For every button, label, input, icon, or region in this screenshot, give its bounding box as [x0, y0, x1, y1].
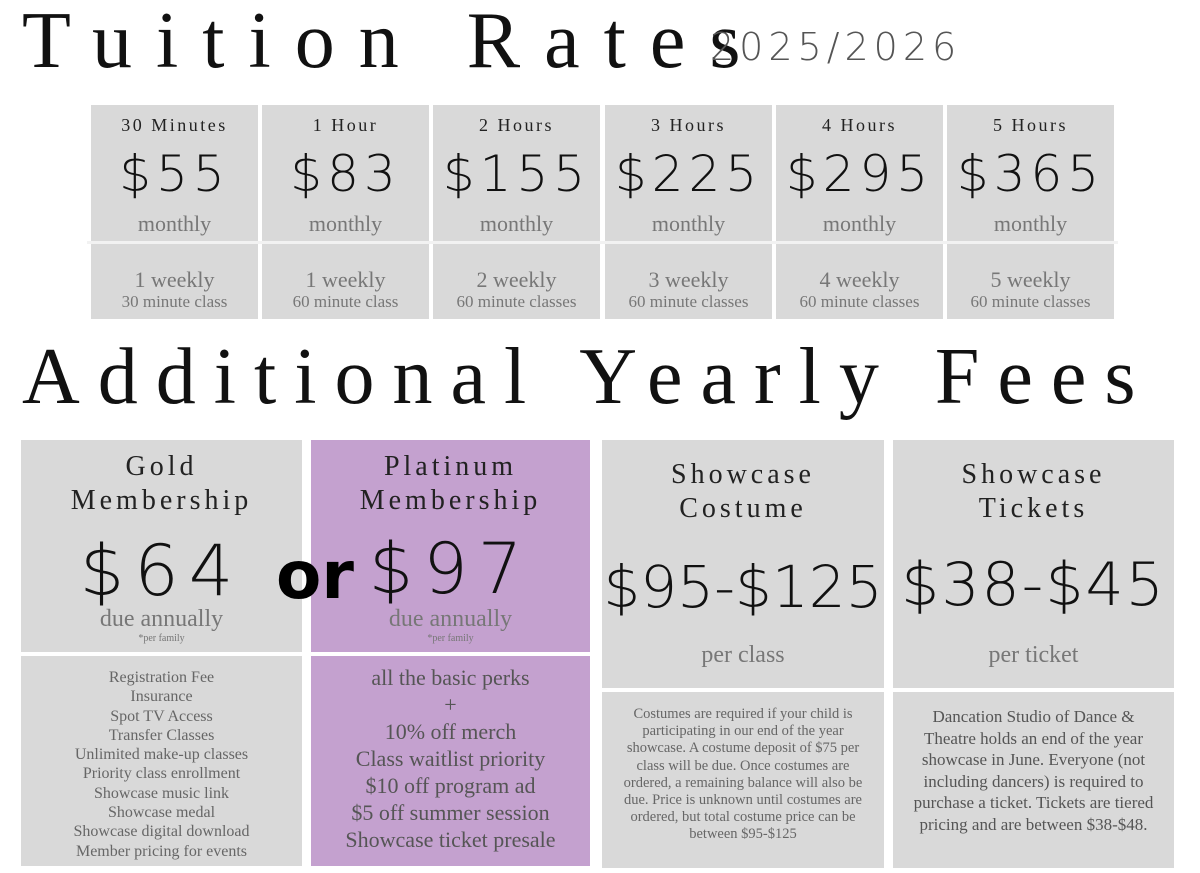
rate-frequency: monthly [308, 211, 383, 236]
rate-duration: 1 Hour [312, 115, 379, 135]
platinum-price: $97 [368, 528, 533, 610]
rate-class-length: 60 minute classes [628, 292, 749, 311]
tuition-title: Tuition Rates [22, 0, 765, 85]
fees-title: Additional Yearly Fees [22, 333, 1154, 421]
tickets-card: Showcase Tickets $38-$45 per ticket [893, 440, 1174, 688]
costume-description: Costumes are required if your child is p… [623, 706, 863, 843]
perk-item: Showcase ticket presale [345, 827, 556, 852]
tickets-details-card: Dancation Studio of Dance & Theatre hold… [893, 692, 1174, 868]
rate-price: $155 [442, 145, 591, 203]
rate-price: $225 [614, 145, 763, 203]
perk-item: $5 off summer session [351, 800, 550, 825]
rate-weekly: 1 weekly [305, 267, 386, 292]
gold-title-line1: Gold [125, 451, 198, 482]
perk-item: Insurance [130, 688, 193, 706]
platinum-due: due annually [388, 606, 513, 632]
perk-item: Showcase medal [107, 804, 216, 822]
rate-frequency: monthly [651, 211, 726, 236]
gold-due: due annually [99, 606, 224, 632]
gold-note: *per family [138, 633, 185, 644]
perk-item: 10% off merch [384, 719, 517, 744]
perk-item: Showcase digital download [73, 823, 250, 841]
rate-divider [943, 241, 1118, 244]
gold-price: $64 [79, 530, 244, 612]
rate-weekly: 1 weekly [134, 267, 215, 292]
platinum-perks-list: all the basic perks + 10% off merch Clas… [311, 664, 590, 853]
rate-duration: 30 Minutes [121, 115, 228, 135]
rate-weekly: 4 weekly [819, 267, 900, 292]
rate-class-length: 60 minute classes [456, 292, 577, 311]
perk-item: Class waitlist priority [355, 746, 546, 771]
rate-class-length: 30 minute class [121, 292, 228, 311]
costume-card: Showcase Costume $95-$125 per class [602, 440, 884, 688]
perk-item: Showcase music link [93, 784, 230, 802]
gold-membership-card: Gold Membership $64 due annually *per fa… [21, 440, 302, 652]
rate-divider [258, 241, 433, 244]
tickets-price: $38-$45 [901, 550, 1166, 620]
rate-frequency: monthly [993, 211, 1068, 236]
rate-card: 5 Hours $365 monthly 5 weekly 60 minute … [943, 105, 1118, 319]
rate-price: $83 [290, 145, 401, 203]
perk-item: Transfer Classes [108, 726, 215, 744]
rate-divider [772, 241, 947, 244]
platinum-perks-card: all the basic perks + 10% off merch Clas… [311, 656, 590, 866]
school-year: 2025/2026 [710, 25, 962, 69]
gold-title-line2: Membership [70, 485, 253, 516]
rate-duration: 4 Hours [822, 115, 897, 135]
rate-divider [87, 241, 262, 244]
tickets-title-line1: Showcase [961, 459, 1106, 490]
rate-duration: 3 Hours [651, 115, 726, 135]
rate-price: $55 [119, 145, 230, 203]
tickets-unit: per ticket [988, 642, 1079, 668]
tickets-title-line2: Tickets [978, 493, 1089, 524]
platinum-membership-card: Platinum Membership $97 due annually *pe… [311, 440, 590, 652]
rate-card: 1 Hour $83 monthly 1 weekly 60 minute cl… [258, 105, 433, 319]
perk-item: Priority class enrollment [82, 765, 241, 783]
perk-item: Member pricing for events [75, 842, 248, 860]
rate-divider [601, 241, 776, 244]
rate-weekly: 2 weekly [476, 267, 557, 292]
gold-perks-card: Registration Fee Insurance Spot TV Acces… [21, 656, 302, 866]
perk-item: all the basic perks [371, 665, 530, 690]
costume-unit: per class [701, 642, 785, 668]
rate-class-length: 60 minute classes [970, 292, 1091, 311]
or-connector: or [276, 537, 354, 614]
rate-duration: 2 Hours [479, 115, 554, 135]
costume-price: $95-$125 [603, 553, 883, 621]
perk-item: + [444, 692, 457, 717]
rate-weekly: 5 weekly [990, 267, 1071, 292]
rate-divider [429, 241, 604, 244]
perk-item: $10 off program ad [365, 773, 536, 798]
rate-weekly: 3 weekly [648, 267, 729, 292]
platinum-title-line1: Platinum [383, 451, 518, 482]
rate-card: 3 Hours $225 monthly 3 weekly 60 minute … [601, 105, 776, 319]
tickets-description: Dancation Studio of Dance & Theatre hold… [913, 707, 1154, 834]
platinum-note: *per family [427, 633, 474, 644]
rate-card: 2 Hours $155 monthly 2 weekly 60 minute … [429, 105, 604, 319]
rate-class-length: 60 minute class [292, 292, 399, 311]
rate-price: $295 [785, 145, 934, 203]
costume-title-line2: Costume [679, 493, 807, 524]
perk-item: Registration Fee [108, 669, 215, 686]
costume-details-card: Costumes are required if your child is p… [602, 692, 884, 868]
rate-card: 4 Hours $295 monthly 4 weekly 60 minute … [772, 105, 947, 319]
rate-class-length: 60 minute classes [799, 292, 920, 311]
perk-item: Spot TV Access [110, 707, 213, 725]
rate-frequency: monthly [137, 211, 212, 236]
costume-title-line1: Showcase [671, 459, 815, 490]
gold-perks-list: Registration Fee Insurance Spot TV Acces… [21, 668, 302, 861]
rate-duration: 5 Hours [993, 115, 1068, 135]
rate-price: $365 [956, 145, 1105, 203]
rate-frequency: monthly [479, 211, 554, 236]
tuition-rate-grid: 30 Minutes $55 monthly 1 weekly 30 minut… [87, 105, 1118, 319]
rate-card: 30 Minutes $55 monthly 1 weekly 30 minut… [87, 105, 262, 319]
rate-frequency: monthly [822, 211, 897, 236]
perk-item: Unlimited make-up classes [74, 746, 249, 764]
platinum-title-line2: Membership [359, 485, 542, 516]
